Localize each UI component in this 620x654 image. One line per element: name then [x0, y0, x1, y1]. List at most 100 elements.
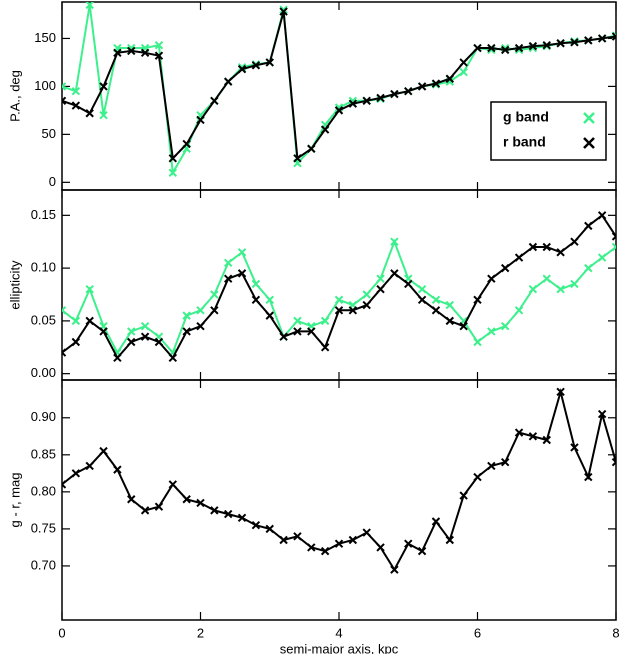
marker: [528, 41, 538, 51]
marker: [279, 332, 288, 341]
marker: [62, 480, 67, 489]
marker: [417, 285, 427, 294]
marker: [223, 274, 233, 283]
marker: [528, 432, 538, 441]
marker: [431, 306, 441, 315]
marker: [99, 82, 108, 91]
marker: [251, 61, 261, 70]
marker: [307, 327, 316, 336]
marker: [362, 300, 371, 310]
y-tick-label: 100: [34, 78, 56, 93]
marker: [237, 64, 247, 74]
marker: [431, 79, 441, 88]
panel-frame: [61, 1, 617, 191]
marker: [376, 274, 385, 283]
marker: [237, 248, 247, 257]
y-tick-label: 0.70: [31, 557, 56, 572]
marker: [611, 232, 616, 241]
marker: [113, 48, 122, 58]
x-tick-label: 6: [474, 625, 481, 640]
y-tick-label: 0.75: [31, 520, 56, 535]
marker: [85, 461, 94, 471]
marker: [62, 306, 67, 315]
marker: [182, 311, 191, 320]
marker: [320, 125, 330, 134]
x-tick-label: 2: [197, 625, 204, 640]
marker: [431, 517, 441, 526]
marker: [71, 337, 81, 347]
marker: [113, 353, 122, 363]
marker: [168, 168, 178, 177]
marker: [265, 295, 274, 304]
marker: [210, 96, 219, 106]
marker: [320, 343, 330, 352]
plot-area: [62, 211, 616, 363]
marker: [542, 274, 551, 283]
marker: [500, 45, 510, 55]
marker: [611, 242, 616, 252]
marker: [514, 428, 524, 437]
marker: [362, 96, 371, 106]
y-tick-label: 0.10: [31, 260, 56, 275]
marker: [584, 221, 593, 231]
marker: [127, 327, 136, 336]
marker: [542, 40, 551, 50]
marker: [556, 387, 565, 397]
marker: [348, 99, 358, 108]
marker: [500, 263, 510, 273]
marker: [154, 51, 164, 60]
marker: [459, 67, 468, 77]
legend-marker: [583, 137, 595, 149]
marker: [182, 327, 191, 336]
marker: [154, 502, 164, 511]
marker: [417, 82, 427, 91]
marker: [279, 535, 288, 545]
y-tick-label: 50: [42, 126, 56, 141]
y-tick-label: 150: [34, 30, 56, 45]
marker: [473, 337, 482, 347]
marker: [168, 154, 178, 163]
marker: [62, 82, 67, 91]
marker: [320, 316, 330, 326]
marker: [279, 5, 288, 14]
marker: [390, 89, 399, 99]
x-tick-label: 0: [58, 625, 65, 640]
y-axis-label: P.A., deg: [7, 70, 22, 122]
marker: [99, 327, 108, 336]
marker: [611, 32, 616, 41]
marker: [584, 36, 593, 45]
marker: [265, 311, 274, 320]
panel-frame: [61, 189, 617, 381]
y-axis-label: ellipticity: [7, 260, 22, 310]
marker: [127, 495, 136, 504]
marker: [459, 491, 468, 500]
marker: [71, 316, 81, 326]
y-tick-label: 0.05: [31, 312, 56, 327]
marker: [99, 110, 108, 120]
panel-frame: [61, 379, 617, 621]
marker: [265, 524, 274, 534]
marker: [334, 539, 344, 548]
marker: [528, 242, 538, 252]
marker: [334, 295, 344, 304]
y-tick-label: 0.90: [31, 409, 56, 424]
marker: [514, 43, 524, 53]
marker: [196, 306, 205, 315]
legend-box: [490, 101, 607, 161]
marker: [500, 321, 510, 331]
marker: [154, 40, 164, 50]
marker: [210, 306, 219, 315]
marker: [196, 498, 205, 508]
y-axis-label: g - r, mag: [7, 473, 22, 528]
marker: [85, 2, 94, 10]
marker: [473, 43, 482, 53]
marker: [113, 465, 122, 474]
marker: [376, 93, 385, 103]
marker: [556, 39, 565, 48]
marker: [404, 279, 413, 289]
marker: [417, 295, 427, 304]
plot-area: [62, 2, 616, 177]
marker: [445, 300, 455, 310]
marker: [223, 77, 233, 86]
marker: [597, 253, 607, 262]
